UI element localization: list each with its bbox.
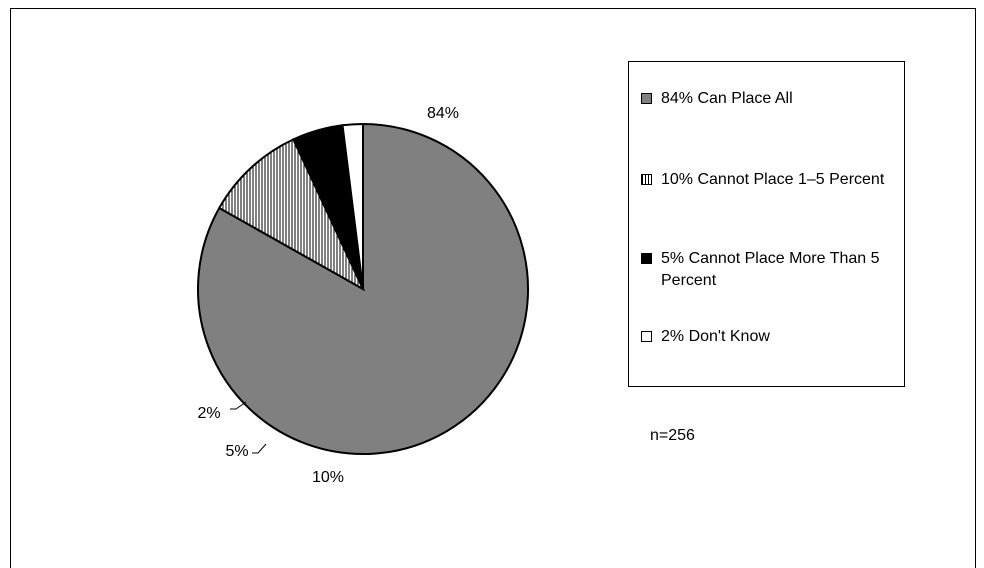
legend-swatch-cannot-place-1-5 <box>641 174 652 185</box>
leader-line <box>230 401 247 410</box>
leader-line <box>252 443 267 454</box>
legend-label: 10% Cannot Place 1–5 Percent <box>661 171 885 188</box>
chart-frame <box>10 8 976 568</box>
legend-label: 5% Cannot Place More Than 5 Percent <box>661 250 880 289</box>
sample-size-note: n=256 <box>650 427 695 444</box>
legend-swatch-can-place-all <box>641 93 652 104</box>
legend-swatch-dont-know <box>641 331 652 342</box>
legend-label: 84% Can Place All <box>661 90 793 107</box>
legend-label: 2% Don't Know <box>661 328 770 345</box>
slice-label: 2% <box>197 405 220 422</box>
slice-cannot-place-1-5 <box>217 138 366 292</box>
slice-label: 10% <box>312 469 344 486</box>
slice-label: 5% <box>225 443 248 460</box>
slice-label: 84% <box>427 105 459 122</box>
legend-swatch-cannot-place-more-than-5 <box>641 253 652 264</box>
legend: 84% Can Place All 10% Cannot Place 1–5 P… <box>628 61 905 387</box>
slice-dont-know <box>341 122 364 290</box>
slice-can-place-all <box>197 122 529 455</box>
